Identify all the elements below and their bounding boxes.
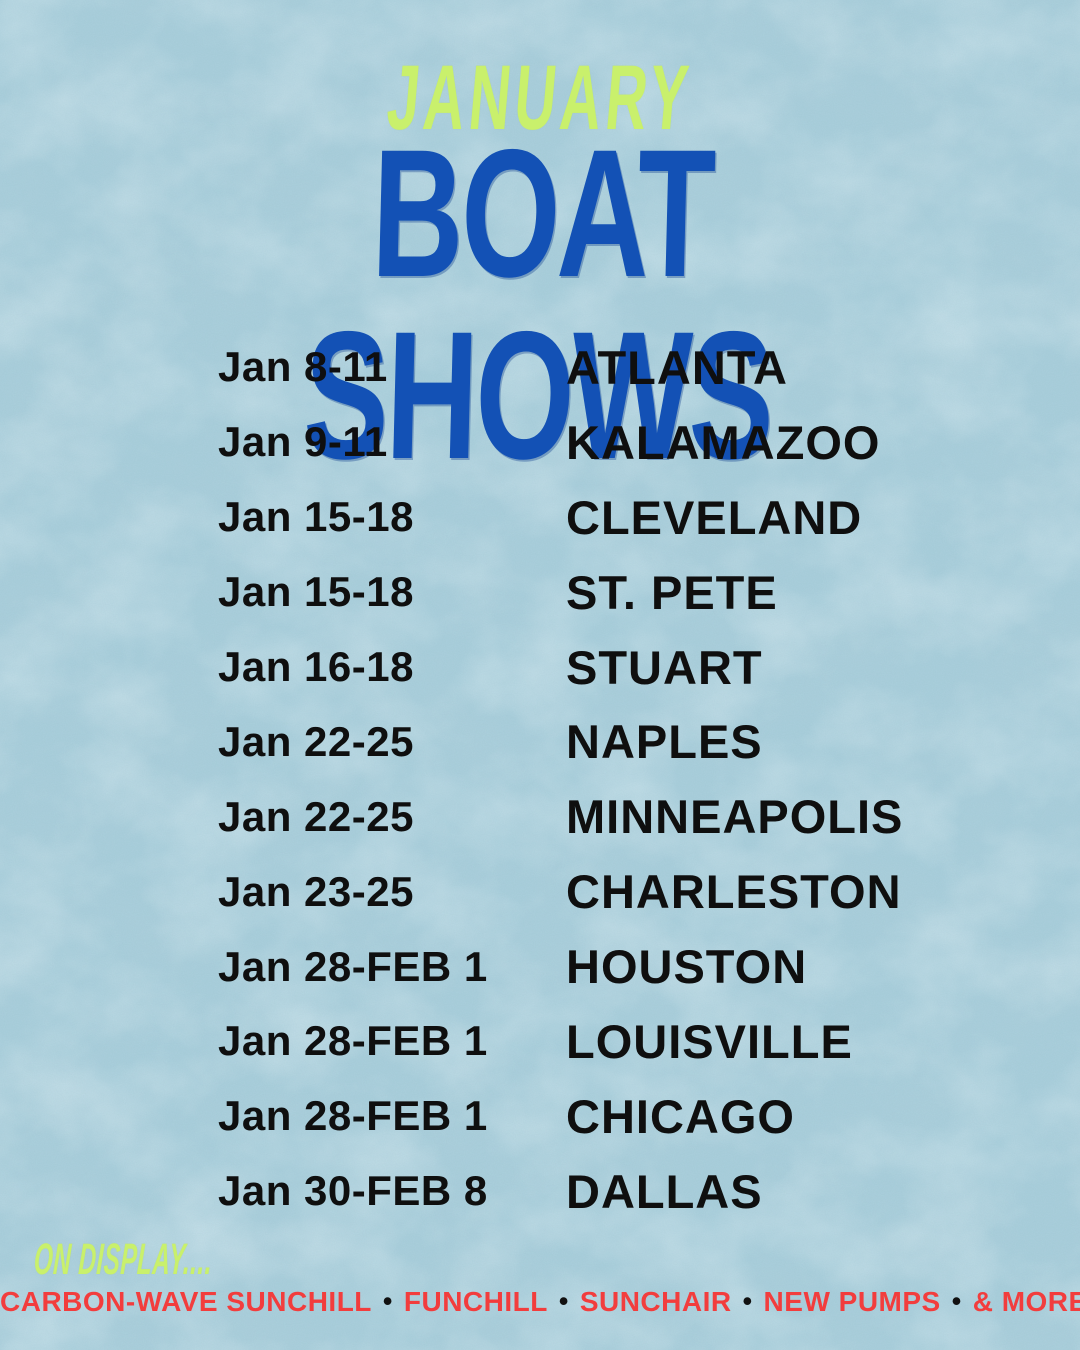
bullet-separator: • — [558, 1286, 569, 1316]
show-dates: Jan 16-18 — [218, 643, 414, 690]
show-city: DALLAS — [566, 1164, 763, 1218]
show-city: CLEVELAND — [566, 490, 863, 544]
show-dates: Jan 28-FEB 1 — [218, 942, 488, 990]
display-item: SUNCHAIR — [579, 1286, 732, 1317]
show-city: MINNEAPOLIS — [566, 790, 904, 844]
schedule-row: Jan 22-25 NAPLES — [218, 704, 903, 779]
show-city: KALAMAZOO — [566, 415, 881, 469]
on-display-label: ON DISPLAY.... — [32, 1235, 214, 1284]
display-item: CARBON-WAVE SUNCHILL — [0, 1286, 372, 1317]
show-dates: Jan 30-FEB 8 — [218, 1167, 488, 1215]
show-dates: Jan 22-25 — [218, 717, 414, 765]
schedule-row: Jan 23-25 CHARLESTON — [218, 854, 903, 929]
display-item: & MORE — [972, 1286, 1080, 1317]
bullet-separator: • — [742, 1286, 753, 1316]
schedule-row: Jan 30-FEB 8 DALLAS — [218, 1154, 903, 1229]
display-item: NEW PUMPS — [763, 1286, 941, 1317]
schedule-row: Jan 22-25 MINNEAPOLIS — [218, 779, 903, 854]
bullet-separator: • — [382, 1286, 393, 1316]
show-city: ST. PETE — [566, 565, 778, 619]
show-city: NAPLES — [566, 715, 763, 769]
show-dates: Jan 28-FEB 1 — [218, 1092, 488, 1140]
show-dates: Jan 23-25 — [218, 867, 414, 915]
schedule-row: Jan 9-11 KALAMAZOO — [218, 405, 903, 480]
schedule-row: Jan 28-FEB 1 CHICAGO — [218, 1079, 903, 1154]
show-dates: Jan 28-FEB 1 — [218, 1017, 488, 1065]
show-dates: Jan 15-18 — [218, 493, 414, 541]
schedule-row: Jan 28-FEB 1 LOUISVILLE — [218, 1004, 903, 1079]
schedule-row: Jan 16-18 STUART — [218, 630, 903, 705]
show-city: CHARLESTON — [566, 865, 902, 919]
show-dates: Jan 22-25 — [218, 792, 414, 840]
schedule-row: Jan 28-FEB 1 HOUSTON — [218, 929, 903, 1004]
show-dates: Jan 15-18 — [218, 568, 414, 616]
display-items-line: CARBON-WAVE SUNCHILL • FUNCHILL • SUNCHAIR • N… — [0, 1286, 1080, 1318]
schedule-row: Jan 8-11 ATLANTA — [218, 330, 903, 405]
show-city: ATLANTA — [566, 340, 788, 394]
schedule-row: Jan 15-18 CLEVELAND — [218, 480, 903, 555]
show-city: CHICAGO — [566, 1089, 795, 1143]
bullet-separator: • — [951, 1286, 962, 1316]
show-dates: Jan 8-11 — [218, 343, 388, 391]
show-city: STUART — [566, 640, 763, 694]
schedule-row: Jan 15-18 ST. PETE — [218, 555, 903, 630]
show-city: HOUSTON — [566, 940, 808, 994]
show-city: LOUISVILLE — [566, 1014, 853, 1068]
display-item: FUNCHILL — [403, 1286, 548, 1317]
schedule-list: Jan 8-11 ATLANTA Jan 9-11 KALAMAZOO Jan 15-1… — [218, 330, 903, 1229]
show-dates: Jan 9-11 — [218, 418, 388, 466]
